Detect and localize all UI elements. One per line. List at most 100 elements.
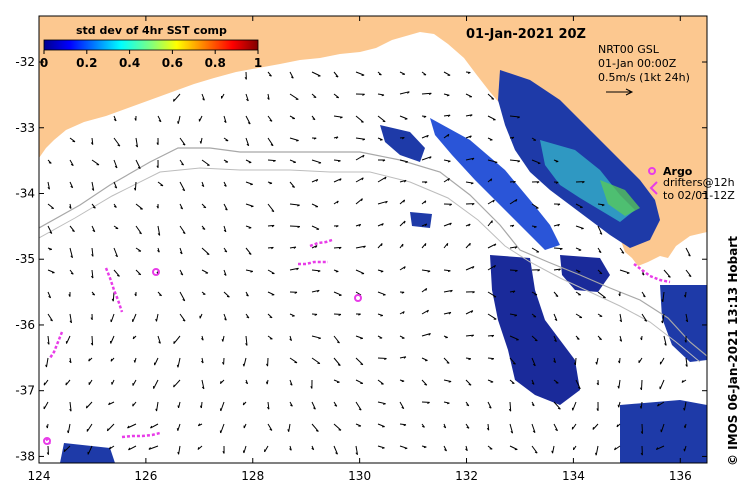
current-vector-head bbox=[447, 160, 451, 163]
current-vector-head bbox=[381, 223, 384, 226]
current-vector bbox=[311, 423, 319, 432]
current-vector-head bbox=[292, 186, 295, 188]
current-vector-head bbox=[202, 228, 206, 230]
current-vector-head bbox=[224, 250, 228, 253]
current-vector-head bbox=[361, 198, 363, 202]
current-vector-head bbox=[91, 188, 95, 191]
current-vector-head bbox=[514, 314, 518, 317]
current-vector-head bbox=[582, 181, 585, 184]
current-vector-head bbox=[515, 199, 518, 202]
current-vector bbox=[531, 335, 538, 342]
current-vector-head bbox=[269, 428, 273, 431]
current-vector-head bbox=[223, 120, 227, 123]
current-vector bbox=[443, 311, 452, 315]
current-vector-head bbox=[266, 406, 270, 410]
current-vector-head bbox=[206, 253, 210, 255]
current-vector bbox=[267, 291, 275, 296]
current-vector bbox=[113, 181, 118, 189]
x-tick-label: 124 bbox=[28, 469, 51, 483]
current-vector bbox=[289, 137, 299, 141]
current-vector-head bbox=[405, 161, 409, 163]
current-vector bbox=[135, 137, 138, 148]
current-vector-head bbox=[72, 230, 75, 233]
current-vector-head bbox=[335, 452, 338, 455]
current-vector bbox=[487, 313, 497, 320]
current-vector-head bbox=[577, 386, 581, 390]
current-vector-head bbox=[358, 224, 362, 227]
current-vector-head bbox=[179, 251, 183, 255]
drifter-track bbox=[48, 331, 64, 359]
current-vector bbox=[553, 268, 561, 271]
current-vector-head bbox=[536, 181, 540, 184]
current-vector-head bbox=[380, 270, 384, 273]
current-vector-head bbox=[599, 232, 603, 235]
current-vector bbox=[509, 269, 518, 271]
credit-text: © IMOS 06-Jan-2021 13:13 Hobart bbox=[726, 236, 740, 466]
current-vector-head bbox=[640, 337, 643, 341]
current-vector-head bbox=[128, 447, 131, 451]
current-vector-head bbox=[469, 114, 473, 117]
x-tick-label: 128 bbox=[241, 469, 264, 483]
sst-patch-small-1 bbox=[410, 212, 432, 228]
current-vector-head bbox=[423, 116, 427, 118]
colorbar-tick-label: 0 bbox=[40, 56, 48, 70]
current-vector bbox=[399, 115, 408, 120]
current-vector bbox=[245, 247, 252, 255]
current-vector bbox=[289, 225, 300, 227]
current-vector-head bbox=[132, 336, 135, 340]
current-vector bbox=[223, 203, 228, 211]
current-vector-head bbox=[657, 403, 660, 407]
current-vector-head bbox=[242, 402, 245, 406]
current-vector-head bbox=[70, 255, 73, 259]
current-vector bbox=[47, 445, 49, 455]
current-vector bbox=[47, 291, 52, 299]
current-vector bbox=[619, 247, 625, 254]
current-vector bbox=[575, 203, 583, 208]
current-vector-head bbox=[424, 383, 427, 386]
current-vector-head bbox=[182, 298, 186, 302]
current-vector-head bbox=[63, 449, 66, 452]
current-vector bbox=[113, 247, 118, 257]
current-vector-head bbox=[596, 408, 599, 411]
current-vector bbox=[132, 379, 137, 386]
current-vector bbox=[399, 179, 407, 183]
colorbar-ticks: 0 0.2 0.4 0.6 0.8 1 bbox=[40, 50, 262, 70]
current-vector bbox=[69, 401, 72, 412]
colorbar-title: std dev of 4hr SST comp bbox=[76, 24, 227, 37]
current-vector bbox=[220, 423, 225, 434]
current-vector-head bbox=[70, 272, 74, 275]
current-vector-head bbox=[683, 425, 686, 429]
current-vector bbox=[443, 379, 452, 382]
current-vector bbox=[531, 423, 536, 433]
current-vector-head bbox=[65, 382, 67, 386]
current-vector-head bbox=[69, 360, 72, 364]
current-vector-head bbox=[137, 166, 141, 170]
current-vector bbox=[289, 159, 296, 163]
current-vector bbox=[531, 445, 538, 454]
current-vector-head bbox=[340, 116, 343, 119]
current-vector-head bbox=[176, 364, 179, 368]
current-vector-head bbox=[401, 137, 405, 140]
current-vector-head bbox=[201, 386, 205, 390]
current-vector bbox=[355, 245, 366, 249]
current-vector-head bbox=[424, 181, 428, 184]
current-vector bbox=[157, 335, 161, 344]
currents-legend: NRT00 GSL 01-Jan 00:00Z 0.5m/s (1kt 24h) bbox=[598, 43, 690, 96]
current-vector-head bbox=[618, 360, 620, 364]
current-vector-head bbox=[510, 430, 513, 434]
current-vector bbox=[173, 379, 181, 388]
current-vector-head bbox=[444, 449, 447, 452]
current-vector-head bbox=[403, 220, 406, 224]
current-vector bbox=[487, 115, 496, 121]
current-vector-head bbox=[155, 318, 157, 322]
current-vector-head bbox=[338, 160, 341, 163]
sst-patch-gulf-green bbox=[600, 180, 640, 216]
current-vector-head bbox=[223, 229, 227, 233]
current-vector-head bbox=[133, 187, 136, 191]
current-vector-head bbox=[334, 404, 338, 407]
current-vector-head bbox=[380, 315, 383, 317]
current-vector bbox=[355, 445, 358, 455]
current-vector-head bbox=[182, 319, 186, 322]
current-vector bbox=[596, 357, 599, 365]
current-vector bbox=[47, 181, 50, 190]
